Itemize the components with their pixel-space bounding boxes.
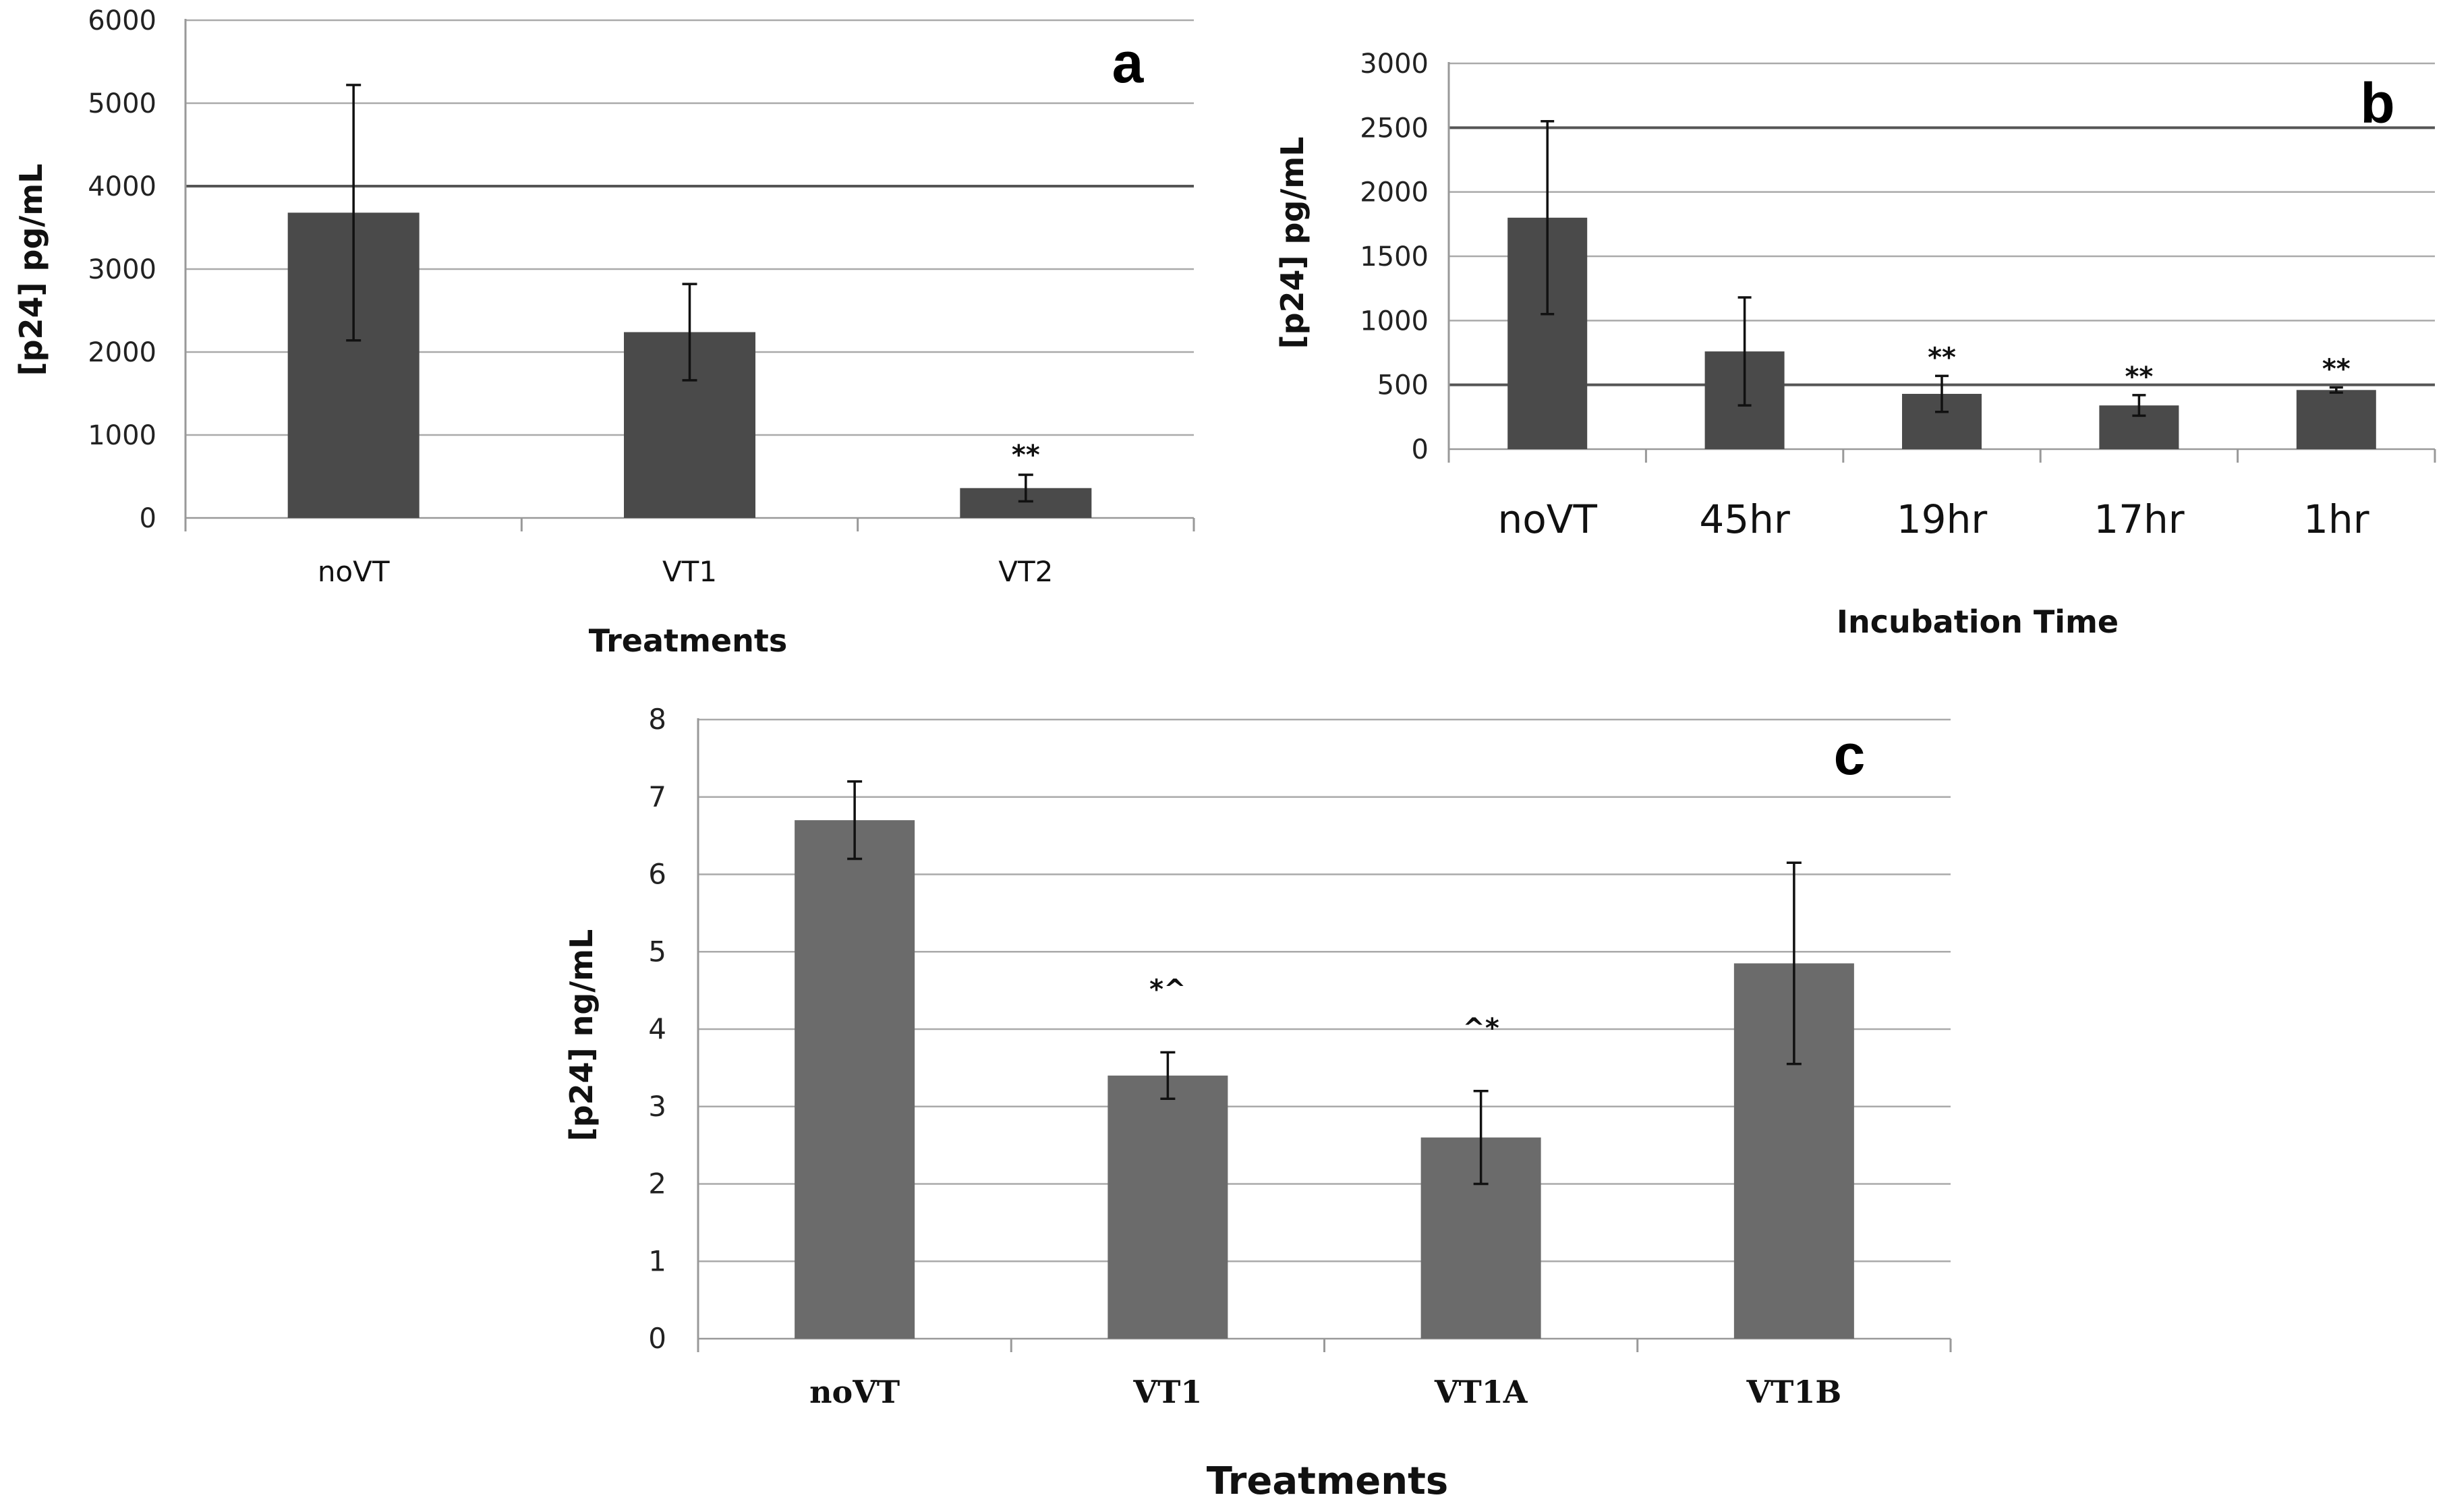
chart-c-x-ticks: noVT VT1 VT1A VT1B: [697, 1339, 1952, 1410]
y-tick-label: 3000: [1360, 49, 1429, 80]
chart-b-annotations: ** ** **: [1928, 342, 2351, 392]
x-tick-label: noVT: [318, 555, 390, 588]
significance-marker: *^: [1149, 974, 1186, 1005]
y-tick-label: 3: [648, 1090, 666, 1123]
chart-b-y-axis-label: [p24] pg/mL: [1274, 137, 1311, 349]
chart-b-error-bars: [1541, 120, 2343, 417]
chart-c: 0 1 2 3 4 5 6 7 8 noVT VT1 VT1A VT1B *^ ^* [p24] ng/…: [563, 703, 1952, 1503]
chart-c-x-axis-label: Treatments: [1207, 1459, 1449, 1503]
y-tick-label: 5000: [88, 88, 156, 119]
chart-c-panel-label: c: [1834, 723, 1866, 786]
chart-b: 0 500 1000 1500 2000 2500 3000 noVT 45hr 19hr 17h…: [1274, 49, 2436, 640]
y-tick-label: 0: [140, 503, 156, 534]
significance-marker: **: [1928, 342, 1956, 373]
y-tick-label: 500: [1377, 370, 1429, 401]
x-tick-label: VT1: [1132, 1374, 1202, 1410]
x-tick-label: 17hr: [2094, 496, 2185, 542]
x-tick-label: 1hr: [2303, 496, 2369, 542]
x-tick-label: VT1: [662, 555, 717, 588]
y-tick-label: 2: [648, 1167, 666, 1200]
y-tick-label: 1000: [88, 420, 156, 451]
y-tick-label: 2000: [88, 337, 156, 368]
x-tick-label: VT1B: [1746, 1374, 1841, 1410]
chart-c-error-bars: [847, 780, 1802, 1186]
chart-c-bars: [795, 820, 1854, 1339]
chart-a-x-ticks: noVT VT1 VT2: [184, 518, 1195, 588]
y-tick-label: 4000: [88, 171, 156, 202]
bar-noVT: [795, 820, 915, 1339]
bar-VT1: [1108, 1075, 1228, 1339]
chart-b-bars: [1507, 217, 2376, 449]
y-tick-label: 8: [648, 703, 666, 736]
y-tick-label: 5: [648, 935, 666, 968]
chart-a-error-bars: [346, 84, 1033, 503]
chart-a-panel-label: a: [1112, 31, 1145, 94]
significance-marker: **: [2125, 361, 2153, 392]
chart-a-y-axis-label: [p24] pg/mL: [13, 164, 49, 376]
y-tick-label: 2500: [1360, 113, 1429, 144]
x-tick-label: 19hr: [1897, 496, 1988, 542]
x-tick-label: VT1A: [1434, 1374, 1528, 1410]
y-tick-label: 7: [648, 780, 666, 813]
y-tick-label: 4: [648, 1012, 666, 1045]
chart-c-y-axis-label: [p24] ng/mL: [563, 929, 600, 1142]
bar-1hr: [2296, 390, 2376, 449]
y-tick-label: 1: [648, 1244, 666, 1277]
y-tick-label: 3000: [88, 254, 156, 285]
y-tick-label: 1000: [1360, 306, 1429, 337]
y-tick-label: 6000: [88, 5, 156, 36]
chart-b-x-ticks: noVT 45hr 19hr 17hr 1hr: [1447, 449, 2436, 542]
y-tick-label: 1500: [1360, 241, 1429, 272]
chart-b-x-axis-label: Incubation Time: [1837, 604, 2119, 640]
significance-marker: **: [2322, 353, 2351, 384]
y-tick-label: 0: [648, 1322, 666, 1355]
chart-b-y-ticks: 0 500 1000 1500 2000 2500 3000: [1360, 49, 1429, 465]
chart-c-annotations: *^ ^*: [1149, 974, 1499, 1043]
x-tick-label: 45hr: [1699, 496, 1790, 542]
x-tick-label: noVT: [809, 1374, 900, 1410]
y-tick-label: 2000: [1360, 177, 1429, 208]
x-tick-label: noVT: [1498, 496, 1598, 542]
x-tick-label: VT2: [998, 555, 1053, 588]
y-tick-label: 0: [1412, 434, 1429, 465]
significance-marker: ^*: [1462, 1013, 1499, 1044]
chart-a-annotations: **: [1012, 440, 1040, 471]
significance-marker: **: [1012, 440, 1040, 471]
y-tick-label: 6: [648, 858, 666, 891]
chart-b-panel-label: b: [2360, 71, 2394, 135]
chart-a-y-ticks: 0 1000 2000 3000 4000 5000 6000: [88, 5, 156, 534]
chart-c-y-ticks: 0 1 2 3 4 5 6 7 8: [648, 703, 666, 1355]
chart-a-x-axis-label: Treatments: [589, 622, 788, 659]
